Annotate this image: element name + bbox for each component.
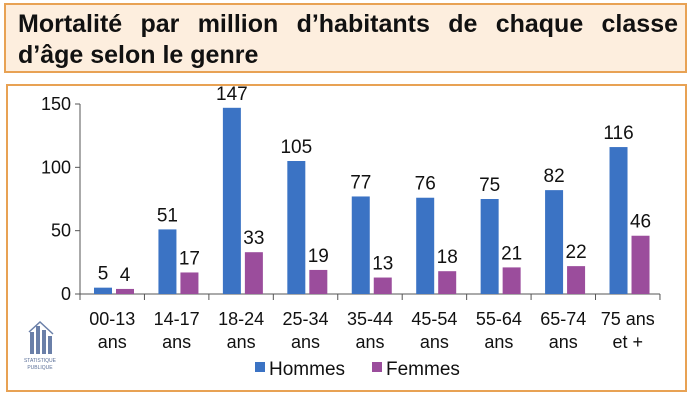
bar-hommes	[480, 199, 499, 294]
data-label: 18	[437, 247, 458, 268]
data-label: 82	[544, 166, 565, 187]
bar-femmes	[180, 272, 199, 294]
y-tick-label: 100	[41, 157, 71, 177]
category-label: et +	[612, 332, 643, 352]
legend-label-femmes: Femmes	[386, 359, 460, 380]
svg-text:STATISTIQUE: STATISTIQUE	[24, 358, 57, 364]
bar-femmes	[244, 252, 263, 294]
bar-hommes	[351, 196, 370, 294]
data-label: 75	[479, 175, 500, 196]
data-label: 77	[350, 172, 371, 193]
chart-frame	[6, 84, 687, 392]
category-label: 18-24	[218, 309, 264, 329]
category-label: 14-17	[154, 309, 200, 329]
data-label: 13	[372, 254, 393, 275]
category-label: ans	[98, 332, 127, 352]
bar-hommes	[222, 107, 241, 294]
data-label: 105	[280, 137, 312, 158]
bar-hommes	[158, 229, 177, 294]
data-label: 21	[501, 243, 522, 264]
legend-swatch-femmes	[372, 362, 382, 372]
data-label: 19	[308, 246, 329, 267]
data-label: 147	[216, 84, 248, 105]
y-tick-label: 50	[51, 221, 71, 241]
bar-femmes	[438, 271, 457, 294]
bar-hommes	[545, 190, 564, 294]
bar-hommes	[416, 197, 435, 294]
bar-femmes	[567, 266, 586, 294]
bar-femmes	[116, 288, 134, 294]
data-label: 17	[179, 248, 200, 269]
category-label: ans	[484, 332, 513, 352]
category-label: ans	[227, 332, 256, 352]
bar-femmes	[309, 269, 328, 294]
bar-hommes	[609, 147, 628, 294]
data-label: 51	[157, 205, 178, 226]
y-tick-label: 0	[61, 284, 71, 304]
category-label: ans	[549, 332, 578, 352]
legend-swatch-hommes	[255, 362, 265, 372]
bar-femmes	[631, 235, 650, 294]
category-label: ans	[420, 332, 449, 352]
bar-femmes	[373, 277, 392, 294]
category-label: 00-13	[89, 309, 135, 329]
y-tick-label: 150	[41, 94, 71, 114]
category-label: 25-34	[283, 309, 329, 329]
bar-hommes	[287, 161, 306, 294]
title-box: Mortalité par million d’habitants de cha…	[4, 3, 687, 73]
category-label: ans	[355, 332, 384, 352]
category-label: ans	[162, 332, 191, 352]
category-label: 35-44	[347, 309, 393, 329]
category-label: 55-64	[476, 309, 522, 329]
category-label: ans	[291, 332, 320, 352]
data-label: 46	[630, 212, 651, 233]
bar-hommes	[94, 287, 112, 294]
bar-femmes	[502, 267, 521, 294]
data-label: 116	[603, 123, 633, 144]
legend-label-hommes: Hommes	[269, 359, 345, 380]
data-label: 4	[120, 265, 131, 286]
data-label: 76	[415, 174, 436, 195]
category-label: 75 ans	[601, 309, 655, 329]
statistique-publique-logo: STATISTIQUE PUBLIQUE	[24, 320, 57, 371]
data-label: 22	[566, 242, 587, 263]
chart-title: Mortalité par million d’habitants de cha…	[18, 10, 678, 69]
data-label: 5	[98, 264, 109, 285]
svg-text:PUBLIQUE: PUBLIQUE	[27, 365, 53, 371]
data-label: 33	[243, 228, 264, 249]
category-label: 65-74	[540, 309, 586, 329]
category-label: 45-54	[411, 309, 457, 329]
